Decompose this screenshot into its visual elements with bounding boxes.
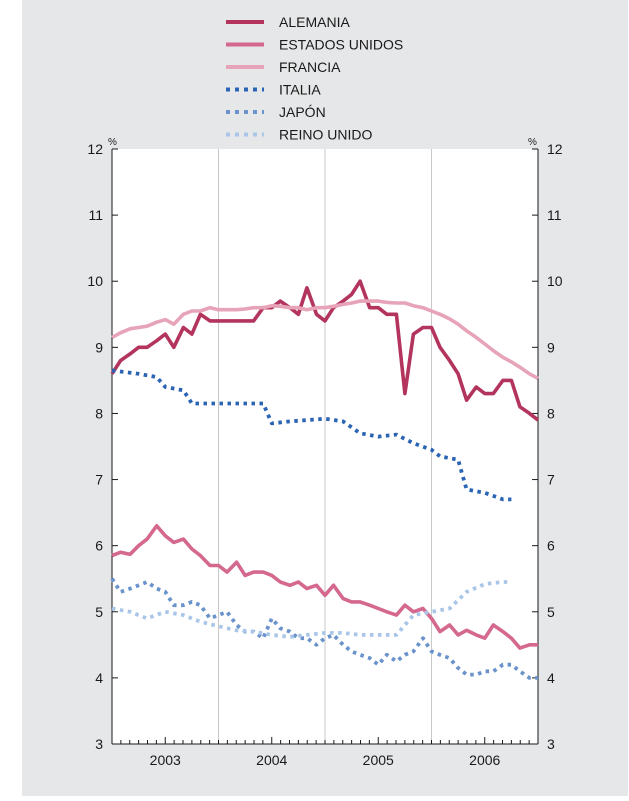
y-tick-label-left-10: 10 <box>87 273 103 289</box>
y-tick-label-right-10: 10 <box>547 273 563 289</box>
y-tick-label-right-3: 3 <box>547 736 555 752</box>
y-tick-label-left-7: 7 <box>95 472 103 488</box>
legend-label-estados-unidos: ESTADOS UNIDOS <box>279 37 403 53</box>
legend-label-francia: FRANCIA <box>279 59 341 75</box>
y-tick-label-left-11: 11 <box>88 207 103 223</box>
y-tick-label-right-8: 8 <box>547 405 555 421</box>
y-tick-label-left-3: 3 <box>95 736 103 752</box>
y-tick-label-right-4: 4 <box>547 670 555 686</box>
y-tick-label-left-4: 4 <box>95 670 103 686</box>
chart-panel: 3 3 4 4 5 5 6 6 7 7 8 8 9 9 10 10 11 11 12 12%% 2003 2004 2005… <box>22 0 628 796</box>
y-unit-right: % <box>528 137 537 148</box>
x-label-2003: 2003 <box>150 752 181 768</box>
y-tick-label-left-5: 5 <box>95 604 103 620</box>
legend-label-italia: ITALIA <box>279 82 321 98</box>
legend-label-jap-n: JAPÓN <box>279 104 326 120</box>
series-line-jap-n <box>110 577 538 680</box>
y-tick-label-right-6: 6 <box>547 538 555 554</box>
x-label-2006: 2006 <box>469 752 500 768</box>
y-tick-label-right-12: 12 <box>547 141 563 157</box>
series-line-alemania <box>110 279 540 422</box>
unemployment-line-chart: 3 3 4 4 5 5 6 6 7 7 8 8 9 9 10 10 11 11 12 12% % 2003 2004 2005… <box>87 14 563 768</box>
y-tick-label-right-11: 11 <box>547 207 562 223</box>
y-tick-label-right-5: 5 <box>547 604 555 620</box>
series-line-estados-unidos <box>111 524 538 650</box>
y-unit-left: % <box>108 137 117 148</box>
series-line-francia <box>111 299 539 380</box>
y-tick-label-right-9: 9 <box>547 339 555 355</box>
y-tick-label-right-7: 7 <box>547 472 555 488</box>
y-tick-label-left-12: 12 <box>87 141 103 157</box>
legend-label-reino-unido: REINO UNIDO <box>279 127 372 143</box>
y-tick-label-left-6: 6 <box>95 538 103 554</box>
y-tick-label-left-9: 9 <box>95 339 103 355</box>
x-label-2005: 2005 <box>363 752 394 768</box>
x-label-2004: 2004 <box>256 752 287 768</box>
legend-label-alemania: ALEMANIA <box>279 14 350 30</box>
series-line-reino-unido <box>111 580 512 639</box>
y-tick-label-left-8: 8 <box>95 405 103 421</box>
